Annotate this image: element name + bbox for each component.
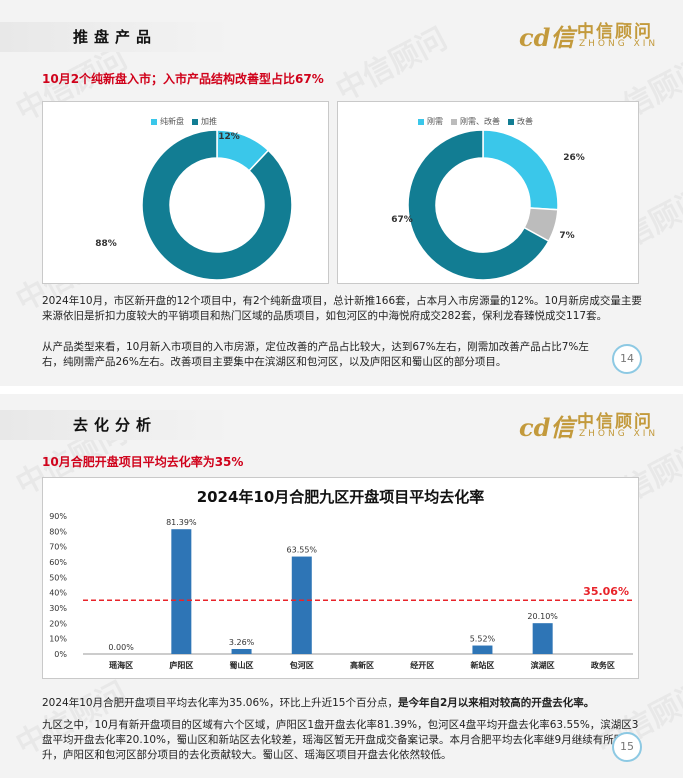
company-logo: cd信 中信顾问 ZHONG XIN (519, 406, 669, 446)
donut-data-label: 88% (95, 239, 117, 249)
y-tick-label: 20% (49, 619, 67, 628)
watermark: 中信顾问 (327, 14, 454, 109)
bar (472, 645, 493, 654)
logo-cn: 中信顾问 (577, 412, 653, 432)
donut-data-label: 12% (218, 132, 240, 142)
logo-mark: cd信 (519, 413, 575, 442)
bar (171, 529, 192, 654)
x-tick-label: 包河区 (289, 660, 314, 670)
x-tick-label: 新站区 (470, 660, 494, 670)
legend-item: 刚需、改善 (451, 116, 500, 127)
company-logo: cd信 中信顾问 ZHONG XIN (519, 16, 669, 56)
y-tick-label: 70% (49, 543, 67, 552)
legend-swatch (451, 118, 457, 125)
logo-cn: 中信顾问 (577, 22, 653, 42)
donut-data-label: 67% (391, 215, 413, 225)
donut-slice (407, 129, 550, 281)
y-tick-label: 30% (49, 604, 67, 613)
chart-legend: 纯新盘 加推 (151, 116, 217, 127)
bar-data-label: 0.00% (108, 643, 134, 652)
reference-line-label: 35.06% (583, 585, 629, 598)
paragraph: 2024年10月，市区新开盘的12个项目中，有2个纯新盘项目，总计新推166套，… (42, 295, 642, 322)
legend-item: 纯新盘 (151, 116, 184, 127)
legend-swatch (192, 118, 198, 125)
legend-swatch (151, 118, 157, 125)
x-tick-label: 政务区 (591, 660, 615, 670)
y-tick-label: 40% (49, 589, 67, 598)
paragraph: 2024年10月合肥开盘项目平均去化率为35.06%，环比上升近15个百分点，是… (42, 696, 652, 711)
x-tick-label: 庐阳区 (169, 660, 193, 670)
bar (231, 649, 252, 654)
bar-chart-panel: 2024年10月合肥九区开盘项目平均去化率 0% 10% 20% 30% 40% 50% 6… (42, 477, 639, 679)
bar (291, 556, 312, 654)
paragraph: 从产品类型来看，10月新入市项目的入市房源，定位改善的产品占比较大，达到67%左… (42, 341, 589, 368)
legend-item: 改善 (508, 116, 533, 127)
bar-data-label: 81.39% (166, 518, 197, 527)
paragraph: 九区之中，10月有新开盘项目的区域有六个区域，庐阳区1盘开盘去化率81.39%，… (42, 719, 639, 761)
slide-subtitle: 10月合肥开盘项目平均去化率为35% (42, 455, 244, 469)
y-tick-label: 0% (54, 650, 67, 659)
slide-14: 中信顾问 中信顾问 中信顾问 中信顾问 中信顾问 推盘产品 cd信 中信顾问 Z… (0, 0, 683, 386)
donut-data-label: 7% (559, 231, 574, 241)
donut-chart-new-vs-added: 纯新盘 加推 12% 88% (42, 101, 329, 284)
donut-svg: 26% 7% 67% (391, 129, 585, 281)
x-tick-label: 瑶海区 (109, 660, 133, 670)
y-tick-label: 60% (49, 558, 67, 567)
section-title: 去化分析 (0, 410, 232, 440)
page-number: 15 (612, 732, 642, 762)
donut-slice (482, 129, 559, 211)
paragraph-emphasis: 是今年自2月以来相对较高的开盘去化率。 (397, 697, 595, 709)
bar-data-label: 63.55% (287, 546, 318, 555)
section-title: 推盘产品 (0, 22, 232, 52)
logo-mark: cd信 (519, 23, 575, 52)
x-tick-label: 经开区 (410, 660, 434, 670)
bar-data-label: 3.26% (229, 638, 255, 647)
section-title-text: 推盘产品 (73, 28, 158, 46)
slide-subtitle: 10月2个纯新盘入市；入市产品结构改善型占比67% (42, 72, 324, 86)
donut-data-label: 26% (563, 153, 585, 163)
y-tick-label: 90% (49, 512, 67, 521)
legend-swatch (418, 118, 424, 125)
y-tick-label: 50% (49, 573, 67, 582)
x-tick-label: 高新区 (350, 660, 374, 670)
logo-en: ZHONG XIN (579, 429, 659, 439)
bar-data-label: 5.52% (470, 635, 496, 644)
x-tick-label: 蜀山区 (230, 660, 254, 670)
x-tick-label: 滨湖区 (531, 660, 555, 670)
donut-svg: 12% 88% (95, 129, 293, 281)
slide-15: 中信顾问 中信顾问 中信顾问 中信顾问 中信顾问 去化分析 cd信 中信顾问 Z… (0, 394, 683, 778)
page-number: 14 (612, 344, 642, 374)
legend-item: 刚需 (418, 116, 443, 127)
y-tick-label: 80% (49, 527, 67, 536)
bar-data-label: 20.10% (527, 612, 558, 621)
legend-item: 加推 (192, 116, 217, 127)
y-tick-label: 10% (49, 635, 67, 644)
donut-chart-product-type: 刚需 刚需、改善 改善 26% 7% 67% (337, 101, 639, 284)
chart-legend: 刚需 刚需、改善 改善 (418, 116, 533, 127)
paragraph-text: 2024年10月合肥开盘项目平均去化率为35.06%，环比上升近15个百分点， (42, 697, 398, 709)
bar-chart-svg: 0% 10% 20% 30% 40% 50% 60% 70% 80% 90% 0.00% 瑶海区 81.… (49, 512, 633, 670)
chart-title: 2024年10月合肥九区开盘项目平均去化率 (196, 488, 485, 506)
legend-swatch (508, 118, 514, 125)
bar (532, 623, 553, 654)
donut-slice (141, 129, 293, 281)
section-title-text: 去化分析 (73, 416, 158, 434)
logo-en: ZHONG XIN (579, 39, 659, 49)
